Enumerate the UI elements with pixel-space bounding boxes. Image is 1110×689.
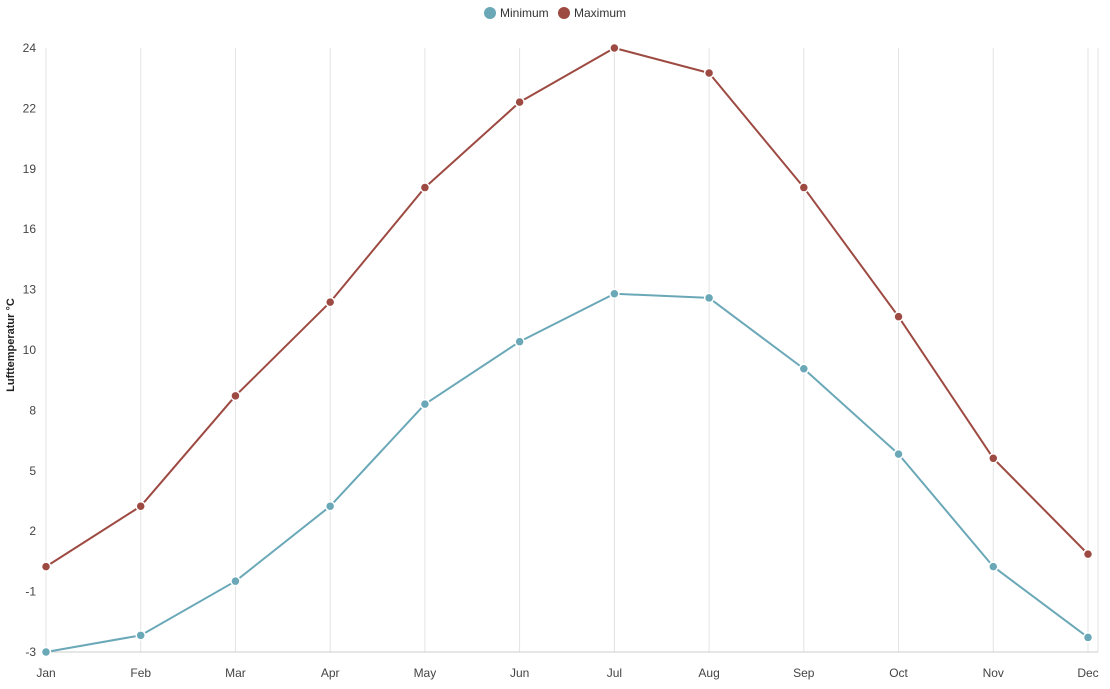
data-point-maximum-nov[interactable] [988,453,999,464]
data-point-maximum-apr[interactable] [324,296,336,308]
y-tick-label: 10 [23,343,37,357]
x-tick-label: Sep [793,666,815,680]
data-point-maximum-jul[interactable] [609,42,620,54]
data-point-maximum-sep[interactable] [798,182,810,193]
x-tick-label: Dec [1077,666,1098,680]
x-tick-label: Aug [698,666,719,680]
data-point-minimum-jun[interactable] [514,336,525,347]
x-tick-label: Jul [607,666,622,680]
x-tick-label: Mar [225,666,246,680]
data-point-maximum-jan[interactable] [40,561,52,572]
y-tick-label: 2 [29,524,36,538]
legend-item-maximum[interactable]: Maximum [558,6,626,20]
x-tick-label: May [414,666,437,680]
series-line-minimum [45,292,1089,653]
grid-lines [45,48,1099,652]
data-point-minimum-feb[interactable] [135,630,146,641]
y-tick-label: -1 [25,585,36,599]
y-tick-label: -3 [25,645,36,659]
data-point-minimum-apr[interactable] [324,500,336,512]
y-tick-label: 16 [23,222,37,236]
y-axis-title: Lufttemperatur °C [5,298,17,392]
data-point-minimum-mar[interactable] [230,575,241,587]
data-point-maximum-feb[interactable] [135,500,146,512]
y-tick-label: 13 [23,283,37,297]
data-point-maximum-jun[interactable] [514,96,525,108]
data-point-maximum-dec[interactable] [1082,548,1094,560]
x-tick-label: Apr [321,666,340,680]
legend-marker-maximum [558,7,570,19]
legend: Minimum Maximum [484,6,626,20]
data-point-minimum-may[interactable] [419,398,431,410]
data-point-minimum-jul[interactable] [609,288,620,300]
data-point-minimum-dec[interactable] [1082,632,1094,643]
x-tick-label: Nov [983,666,1004,680]
data-point-maximum-may[interactable] [419,182,431,193]
legend-item-minimum[interactable]: Minimum [484,6,549,20]
y-tick-label: 5 [29,464,36,478]
data-point-minimum-nov[interactable] [988,561,999,572]
series-line-maximum [45,47,1089,568]
data-point-minimum-aug[interactable] [703,292,715,304]
x-tick-label: Jan [36,666,55,680]
legend-label-minimum: Minimum [500,6,549,20]
data-point-maximum-mar[interactable] [230,390,241,402]
y-tick-label: 19 [23,162,37,176]
data-point-minimum-oct[interactable] [893,448,904,460]
y-tick-label: 8 [29,403,36,417]
y-tick-label: 22 [23,101,37,115]
legend-label-maximum: Maximum [574,6,626,20]
legend-marker-minimum [484,7,496,19]
series-layer [40,42,1094,658]
y-tick-label: 24 [23,41,37,55]
data-point-minimum-jan[interactable] [40,646,52,658]
x-tick-label: Feb [130,666,151,680]
x-tick-label: Oct [889,666,908,680]
data-point-maximum-aug[interactable] [703,67,715,79]
data-point-minimum-sep[interactable] [798,363,810,374]
x-tick-label: Jun [510,666,529,680]
data-point-maximum-oct[interactable] [893,311,904,322]
axes: Jan Feb Mar Apr May Jun Jul Aug Sep Oct Nov Dec -3 -1… [23,41,1099,680]
